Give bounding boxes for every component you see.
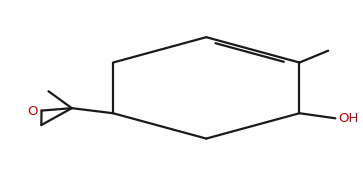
Text: OH: OH [338,112,359,125]
Text: O: O [27,105,38,118]
